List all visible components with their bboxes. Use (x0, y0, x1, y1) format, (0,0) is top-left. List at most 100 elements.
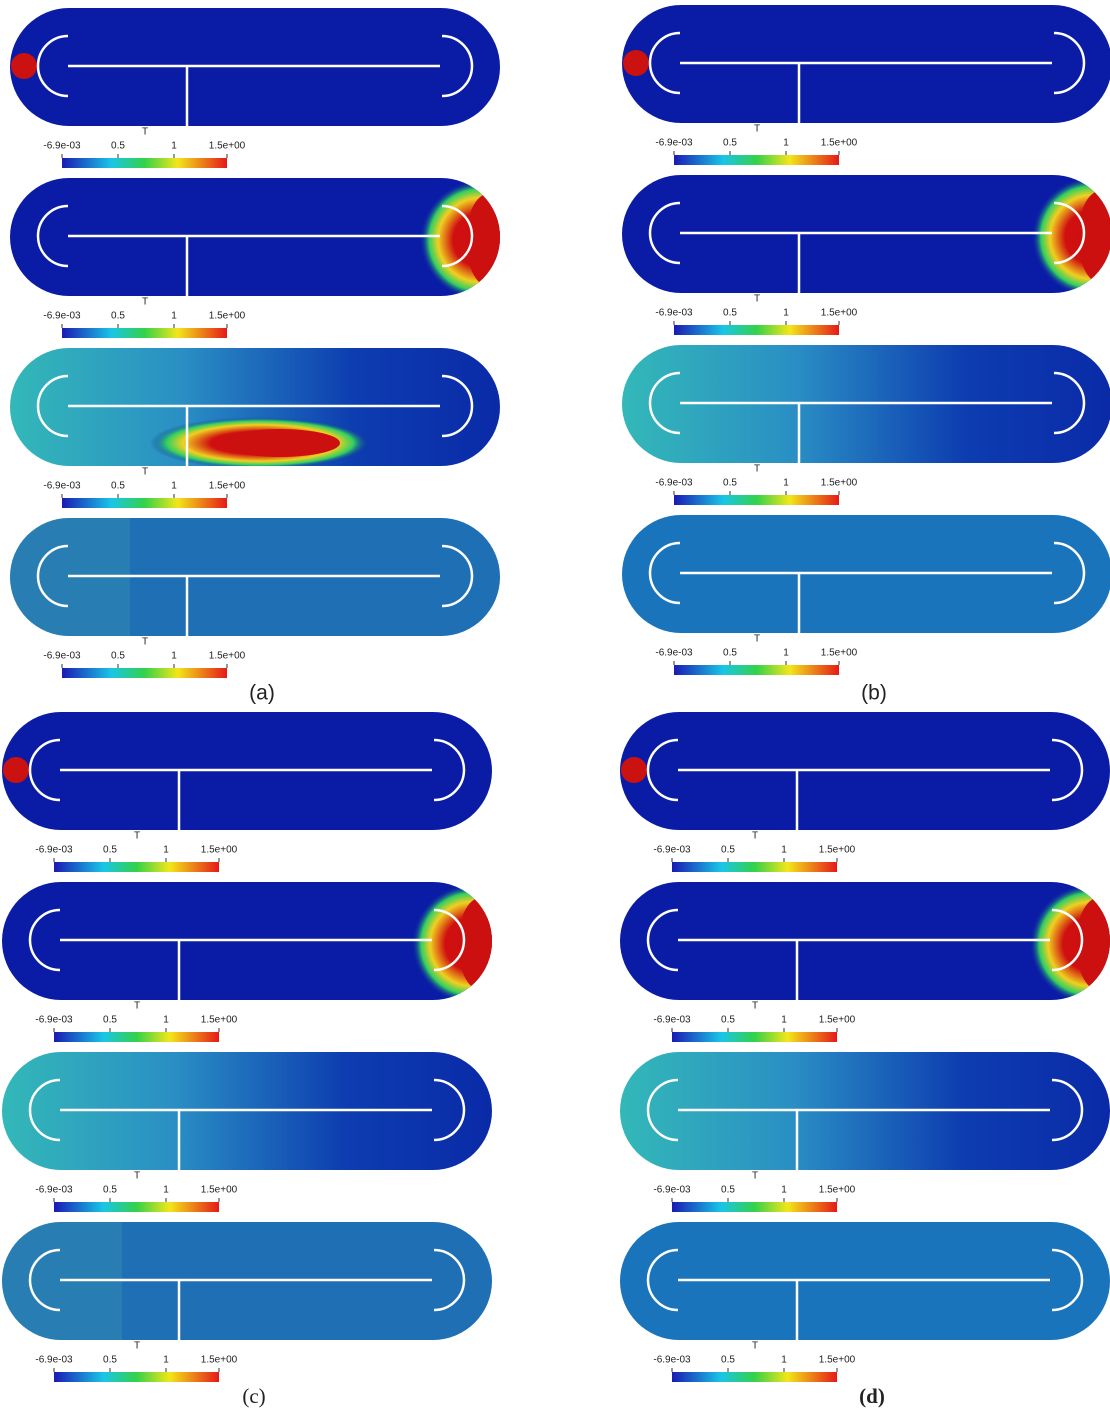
colorbar-tick-label: 1 (171, 141, 177, 152)
field (622, 175, 1110, 293)
colorbar-tick-label: 1.5e+00 (821, 478, 858, 489)
colorbar (674, 495, 839, 505)
guide-arc (1053, 201, 1086, 265)
field (620, 882, 1110, 1000)
hot-blob (621, 757, 647, 783)
colorbar-title: T (134, 1171, 140, 1182)
frame: T -6.9e-03 0.5 1 1.5e+00 (622, 5, 1110, 165)
colorbar-tick-label: 0.5 (103, 1015, 117, 1026)
colorbar-tick-label: 1 (783, 308, 789, 319)
colorbar-tick-label: 1.5e+00 (209, 481, 246, 492)
hot-core (1078, 191, 1110, 283)
colorbar-tick-label: -6.9e-03 (43, 311, 81, 322)
frame: T -6.9e-03 0.5 1 1.5e+00 (620, 712, 1110, 872)
guide-arc (648, 371, 681, 435)
field (10, 348, 500, 466)
colorbar-title: T (752, 831, 758, 842)
colorbar (674, 155, 839, 165)
colorbar-title: T (752, 1001, 758, 1012)
guide-arc (1053, 31, 1086, 95)
frame: T -6.9e-03 0.5 1 1.5e+00 (10, 8, 500, 168)
guide-arc (36, 34, 69, 98)
colorbar-tick-label: 1 (781, 1355, 787, 1366)
colorbar-tick-label: 1.5e+00 (201, 1015, 238, 1026)
colorbar (62, 158, 227, 168)
colorbar-tick-label: -6.9e-03 (35, 1185, 73, 1196)
colorbar-tick-label: 1.5e+00 (821, 308, 858, 319)
frame: T -6.9e-03 0.5 1 1.5e+00 (2, 882, 492, 1042)
colorbar-tick-label: 1 (781, 1185, 787, 1196)
panel-label: (a) (249, 682, 275, 705)
colorbar-title: T (754, 634, 760, 645)
guide-arc (646, 738, 679, 802)
guide-arc (441, 204, 474, 268)
colorbar-tick-label: 0.5 (723, 138, 737, 149)
guide-arc (441, 34, 474, 98)
guide-arc (1051, 1248, 1084, 1312)
guide-arc (28, 738, 61, 802)
colorbar-tick-label: -6.9e-03 (43, 141, 81, 152)
guide-arc (646, 1078, 679, 1142)
frame: T -6.9e-03 0.5 1 1.5e+00 (622, 515, 1110, 675)
colorbar (62, 328, 227, 338)
hot-blob (623, 50, 649, 76)
guide-arc (36, 374, 69, 438)
colorbar-tick-label: -6.9e-03 (35, 845, 73, 856)
guide-arc (441, 544, 474, 608)
colorbar-tick-label: 1.5e+00 (819, 845, 856, 856)
colorbar-tick-label: 1 (163, 1355, 169, 1366)
hot-core (220, 429, 340, 457)
colorbar-tick-label: 1 (171, 651, 177, 662)
colorbar (62, 668, 227, 678)
guide-arc (433, 1248, 466, 1312)
colorbar-tick-label: 1.5e+00 (209, 651, 246, 662)
colorbar-tick-label: -6.9e-03 (653, 1355, 691, 1366)
guide-arc (1053, 371, 1086, 435)
frame: T -6.9e-03 0.5 1 1.5e+00 (2, 712, 492, 872)
colorbar-tick-label: -6.9e-03 (655, 648, 693, 659)
panel-label: (c) (242, 1384, 265, 1408)
colorbar-tick-label: 1.5e+00 (201, 1185, 238, 1196)
frame: T -6.9e-03 0.5 1 1.5e+00 (2, 1052, 492, 1212)
guide-arc (1051, 908, 1084, 972)
field (10, 178, 500, 296)
colorbar (54, 1032, 219, 1042)
colorbar (62, 498, 227, 508)
guide-arc (646, 908, 679, 972)
guide-arc (28, 908, 61, 972)
colorbar-title: T (142, 467, 148, 478)
colorbar-tick-label: 1.5e+00 (209, 141, 246, 152)
colorbar-title: T (754, 124, 760, 135)
colorbar-title: T (134, 1341, 140, 1352)
guide-arc (28, 1078, 61, 1142)
colorbar-tick-label: -6.9e-03 (43, 481, 81, 492)
colorbar-tick-label: 1 (163, 845, 169, 856)
frame: T -6.9e-03 0.5 1 1.5e+00 (622, 175, 1110, 335)
colorbar-tick-label: 0.5 (723, 648, 737, 659)
colorbar-tick-label: 0.5 (103, 1185, 117, 1196)
colorbar-tick-label: 1 (781, 845, 787, 856)
colorbar-tick-label: 1.5e+00 (209, 311, 246, 322)
panel-label: (d) (859, 1384, 885, 1408)
colorbar-tick-label: 0.5 (723, 478, 737, 489)
colorbar-tick-label: -6.9e-03 (35, 1015, 73, 1026)
frame: T -6.9e-03 0.5 1 1.5e+00 (2, 1222, 492, 1382)
colorbar-tick-label: 0.5 (111, 141, 125, 152)
colorbar-tick-label: 1 (783, 478, 789, 489)
colorbar-tick-label: -6.9e-03 (655, 478, 693, 489)
colorbar (672, 1372, 837, 1382)
guide-arc (648, 541, 681, 605)
colorbar-tick-label: 0.5 (111, 311, 125, 322)
colorbar-tick-label: 0.5 (721, 1015, 735, 1026)
colorbar-title: T (754, 464, 760, 475)
colorbar-tick-label: 1.5e+00 (821, 648, 858, 659)
frame: T -6.9e-03 0.5 1 1.5e+00 (10, 518, 500, 678)
colorbar-tick-label: 1 (163, 1015, 169, 1026)
colorbar-title: T (142, 127, 148, 138)
colorbar-tick-label: 1.5e+00 (819, 1015, 856, 1026)
guide-arc (648, 31, 681, 95)
colorbar-tick-label: 1 (171, 481, 177, 492)
colorbar-tick-label: 0.5 (723, 308, 737, 319)
colorbar-tick-label: 1.5e+00 (201, 845, 238, 856)
hot-blob (3, 757, 29, 783)
